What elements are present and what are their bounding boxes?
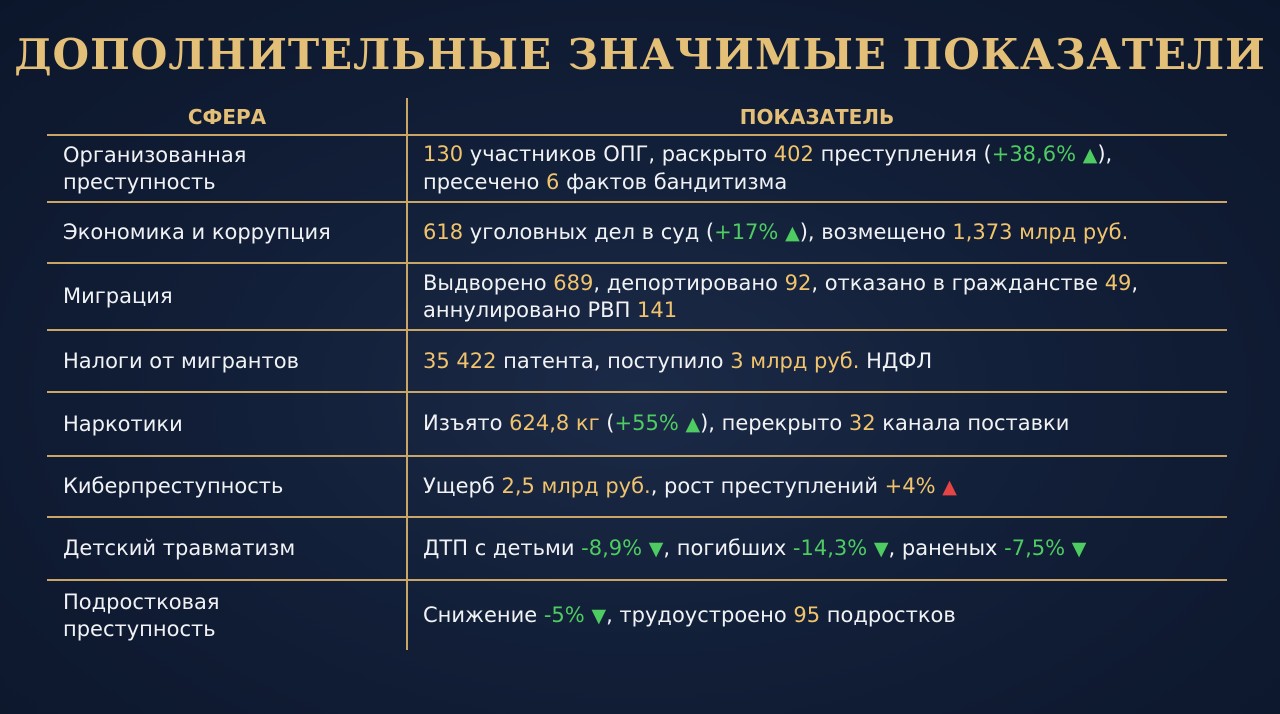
value: 3 млрд руб.	[730, 348, 860, 373]
sphere-cell: Подростковая преступность	[47, 589, 407, 643]
sphere-label-line2: преступность	[63, 616, 216, 641]
text: , раненых	[888, 535, 1005, 560]
text: Изъято	[423, 411, 510, 435]
text: ), перекрыто	[700, 411, 849, 435]
value: 402	[773, 142, 814, 166]
value: 141	[637, 297, 678, 322]
text: (	[599, 411, 615, 435]
text: ),	[1097, 142, 1113, 166]
sphere-label-line1: Подростковая	[63, 589, 220, 614]
table-row: Миграция Выдворено 689, депортировано 92…	[47, 264, 1227, 331]
arrow-up-red-icon: ▲	[942, 475, 957, 498]
change-value: +4%	[884, 473, 936, 498]
value: 130	[423, 142, 464, 166]
change-value: +55%	[614, 411, 679, 435]
header-sphere: СФЕРА	[187, 105, 267, 129]
column-divider	[406, 98, 408, 650]
change-value: -8,9%	[581, 535, 643, 560]
table-row: Подростковая преступность Снижение -5% ▼…	[47, 581, 1227, 650]
text: подростков	[820, 602, 956, 627]
change-value: -5%	[543, 602, 585, 627]
table-row: Налоги от мигрантов 35 422 патента, пост…	[47, 331, 1227, 393]
value: 49	[1104, 270, 1132, 295]
header-indicator: ПОКАЗАТЕЛЬ	[739, 105, 895, 129]
indicators-table: СФЕРА ПОКАЗАТЕЛЬ Организованная преступн…	[47, 98, 1227, 650]
text: патента, поступило	[496, 348, 731, 373]
arrow-up-icon: ▲	[785, 221, 800, 244]
sphere-cell: Наркотики	[63, 411, 183, 436]
indicator-cell: ДТП с детьми -8,9% ▼, погибших -14,3% ▼,…	[407, 535, 1227, 563]
table-row: Киберпреступность Ущерб 2,5 млрд руб., р…	[47, 457, 1227, 518]
text: уголовных дел в суд (	[463, 219, 715, 244]
table-header: СФЕРА ПОКАЗАТЕЛЬ	[47, 98, 1227, 136]
text: , рост преступлений	[650, 473, 885, 498]
sphere-cell: Экономика и коррупция	[63, 220, 331, 244]
change-value: +38,6%	[991, 142, 1077, 166]
text: аннулировано РВП	[423, 297, 638, 322]
text: преступления (	[813, 142, 992, 166]
arrow-down-icon: ▼	[873, 537, 889, 560]
value: 2,5 млрд руб.	[501, 473, 651, 498]
indicator-cell: 130 участников ОПГ, раскрыто 402 преступ…	[407, 141, 1227, 196]
arrow-down-icon: ▼	[591, 604, 607, 627]
value: 1,373 млрд руб.	[952, 219, 1129, 244]
value: 6	[546, 170, 560, 194]
sphere-cell: Налоги от мигрантов	[63, 348, 299, 373]
value: 618	[423, 219, 464, 244]
value: 624,8 кг	[509, 411, 600, 435]
sphere-label-line1: Организованная	[63, 142, 247, 167]
arrow-up-icon: ▲	[1082, 144, 1098, 166]
text: канала поставки	[875, 411, 1070, 435]
indicator-cell: Ущерб 2,5 млрд руб., рост преступлений +…	[407, 473, 1227, 501]
text: ДТП с детьми	[423, 535, 582, 560]
text: Выдворено	[423, 270, 554, 295]
table-row: Организованная преступность 130 участник…	[47, 136, 1227, 203]
indicator-cell: Изъято 624,8 кг (+55% ▲), перекрыто 32 к…	[407, 410, 1227, 438]
value: 689	[553, 270, 594, 295]
change-value: -14,3%	[792, 535, 868, 560]
text: НДФЛ	[859, 348, 933, 373]
indicator-cell: Снижение -5% ▼, трудоустроено 95 подрост…	[407, 602, 1227, 630]
arrow-up-icon: ▲	[685, 413, 701, 435]
text: участников ОПГ, раскрыто	[463, 142, 774, 166]
text: пресечено	[423, 170, 547, 194]
table-row: Наркотики Изъято 624,8 кг (+55% ▲), пере…	[47, 393, 1227, 457]
text: Ущерб	[423, 473, 502, 498]
value: 32	[848, 411, 876, 435]
value: 95	[793, 602, 821, 627]
sphere-cell: Организованная преступность	[47, 142, 407, 196]
indicator-cell: 618 уголовных дел в суд (+17% ▲), возмещ…	[407, 219, 1227, 247]
text: , трудоустроено	[606, 602, 794, 627]
page-title: ДОПОЛНИТЕЛЬНЫЕ ЗНАЧИМЫЕ ПОКАЗАТЕЛИ	[14, 30, 1266, 79]
value: 35 422	[423, 348, 497, 373]
text: , депортировано	[593, 270, 785, 295]
indicator-cell: Выдворено 689, депортировано 92, отказан…	[407, 270, 1227, 324]
change-value: +17%	[714, 219, 779, 244]
table-row: Детский травматизм ДТП с детьми -8,9% ▼,…	[47, 518, 1227, 581]
table-row: Экономика и коррупция 618 уголовных дел …	[47, 203, 1227, 264]
value: 92	[784, 270, 812, 295]
text: фактов бандитизма	[559, 170, 788, 194]
sphere-cell: Киберпреступность	[63, 474, 284, 498]
text: ,	[1131, 270, 1139, 295]
text: Снижение	[423, 602, 544, 627]
sphere-cell: Детский травматизм	[63, 536, 296, 560]
sphere-cell: Миграция	[63, 284, 173, 308]
text: , отказано в гражданстве	[811, 270, 1105, 295]
arrow-down-icon: ▼	[648, 537, 664, 560]
sphere-label-line2: преступность	[63, 169, 216, 194]
indicator-cell: 35 422 патента, поступило 3 млрд руб. НД…	[407, 348, 1227, 375]
text: ), возмещено	[799, 219, 953, 244]
arrow-down-icon: ▼	[1071, 537, 1087, 560]
text: , погибших	[663, 535, 793, 560]
change-value: -7,5%	[1004, 535, 1066, 560]
